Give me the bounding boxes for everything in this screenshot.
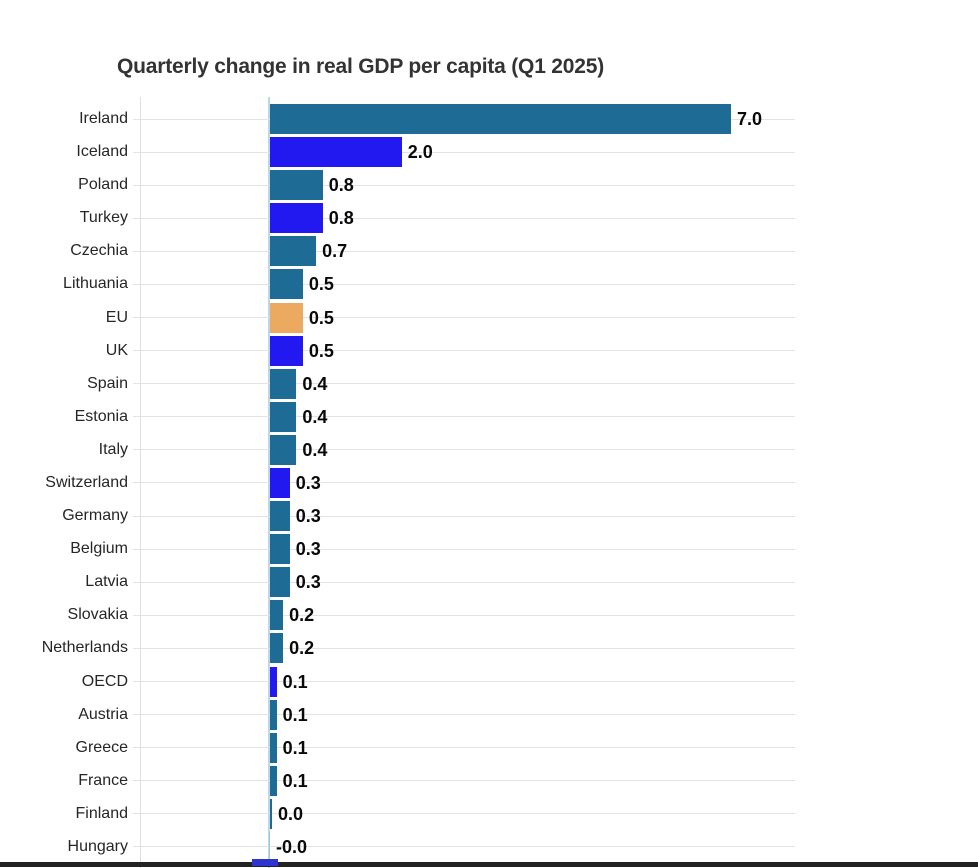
gridline — [133, 714, 795, 716]
gridline — [133, 250, 795, 252]
category-label: Ireland — [79, 110, 128, 127]
category-label: EU — [105, 308, 128, 326]
value-label: 0.4 — [302, 439, 328, 460]
category-label: Czechia — [70, 242, 128, 260]
category-label: Latvia — [85, 573, 128, 591]
bar — [270, 600, 284, 631]
gridline — [133, 151, 795, 153]
category-label: Austria — [78, 705, 128, 723]
bar — [270, 170, 323, 201]
bar — [268, 831, 270, 862]
value-label: 0.5 — [308, 340, 334, 361]
bar — [270, 269, 303, 300]
gridline — [133, 515, 795, 517]
bar — [270, 534, 290, 565]
bar — [270, 699, 277, 730]
category-label: France — [78, 771, 128, 789]
bar — [270, 104, 732, 134]
gridline — [133, 317, 795, 319]
category-label: Italy — [98, 440, 128, 458]
bar — [270, 467, 290, 498]
bar — [270, 567, 290, 598]
value-label: 0.7 — [322, 241, 348, 262]
gridline — [133, 383, 795, 385]
value-label: 0.5 — [308, 274, 334, 295]
value-label: 0.8 — [328, 175, 354, 196]
bar — [270, 434, 297, 465]
value-label: 0.3 — [295, 572, 321, 593]
category-label: Belgium — [70, 540, 128, 558]
value-label: 0.1 — [282, 737, 308, 758]
category-label: Slovakia — [67, 606, 128, 624]
value-label: 0.1 — [282, 671, 308, 692]
value-label: 0.2 — [289, 638, 315, 659]
bar — [270, 137, 402, 168]
value-label: 0.4 — [302, 373, 328, 394]
gridline — [133, 184, 795, 186]
value-label: 0.1 — [282, 770, 308, 791]
gridline — [133, 614, 795, 616]
bar — [270, 335, 303, 366]
bar — [270, 368, 297, 399]
bar — [270, 203, 323, 234]
value-label: 0.5 — [308, 307, 334, 328]
category-label: UK — [105, 341, 128, 359]
value-label: 0.8 — [328, 208, 354, 229]
category-label: Poland — [78, 176, 128, 194]
bar — [270, 302, 303, 333]
bar — [270, 666, 277, 697]
gridline — [133, 681, 795, 683]
bar — [270, 633, 284, 664]
gridline — [133, 482, 795, 484]
chart-title: Quarterly change in real GDP per capita … — [117, 55, 605, 78]
category-label: Greece — [75, 738, 128, 756]
value-label: 0.3 — [295, 506, 321, 527]
gridline — [133, 846, 795, 848]
partial-next-bar — [252, 859, 278, 866]
value-label: 7.0 — [737, 109, 763, 129]
category-label: Estonia — [74, 407, 128, 425]
gridline — [133, 217, 795, 219]
category-label: Netherlands — [41, 639, 128, 657]
value-label: 0.1 — [282, 704, 308, 725]
bottom-edge-strip — [0, 862, 978, 867]
gridline — [133, 647, 795, 649]
gridline — [133, 283, 795, 285]
bar — [270, 401, 297, 432]
bar — [270, 798, 272, 829]
category-label: Hungary — [67, 837, 128, 855]
value-label: -0.0 — [276, 836, 308, 857]
gridline — [133, 548, 795, 550]
category-label: Germany — [62, 507, 128, 525]
category-label: Lithuania — [63, 275, 128, 293]
category-label: OECD — [81, 672, 128, 690]
value-label: 2.0 — [407, 142, 433, 163]
bar — [270, 236, 317, 267]
category-label: Spain — [87, 374, 128, 392]
bar — [270, 501, 290, 532]
value-label: 0.3 — [295, 472, 321, 493]
gridline — [133, 813, 795, 815]
value-label: 0.0 — [278, 803, 304, 824]
bar — [270, 765, 277, 796]
gridline — [133, 747, 795, 749]
category-label: Finland — [75, 804, 128, 822]
category-label: Switzerland — [45, 473, 128, 491]
value-label: 0.4 — [302, 406, 328, 427]
gridline — [133, 449, 795, 451]
gridline — [133, 780, 795, 782]
bar — [270, 732, 277, 763]
gridline — [133, 350, 795, 352]
value-label: 0.3 — [295, 539, 321, 560]
category-label: Turkey — [79, 209, 128, 227]
gridline — [133, 416, 795, 418]
value-label: 0.2 — [289, 605, 315, 626]
gridline — [133, 581, 795, 583]
category-label: Iceland — [76, 143, 128, 161]
